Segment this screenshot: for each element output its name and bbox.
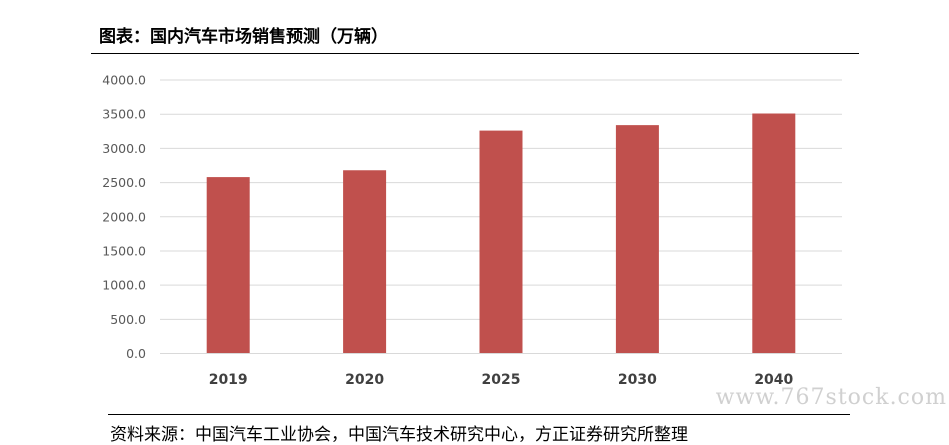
x-tick-label: 2019: [209, 372, 248, 388]
y-tick-label: 1500.0: [102, 243, 146, 258]
chart-title: 图表：国内汽车市场销售预测（万辆）: [99, 27, 388, 47]
y-tick-label: 500.0: [110, 312, 146, 327]
y-tick-label: 3000.0: [102, 141, 146, 156]
bar: [343, 170, 387, 354]
y-tick-label: 2000.0: [102, 209, 146, 224]
bar: [752, 113, 796, 354]
watermark: www.767stock.com: [715, 385, 947, 410]
x-tick-label: 2040: [754, 372, 793, 388]
y-tick-label: 4000.0: [102, 73, 146, 88]
source-divider: [108, 414, 850, 415]
bar: [615, 125, 659, 354]
y-tick-label: 2500.0: [102, 175, 146, 190]
x-tick-label: 2020: [345, 372, 384, 388]
y-tick-label: 0.0: [126, 346, 146, 361]
bar: [479, 130, 523, 354]
x-tick-label: 2030: [618, 372, 657, 388]
source-note: 资料来源：中国汽车工业协会，中国汽车技术研究中心，方正证券研究所整理: [110, 425, 688, 445]
y-tick-label: 3500.0: [102, 107, 146, 122]
x-tick-label: 2025: [482, 372, 521, 388]
bar: [206, 177, 250, 354]
y-tick-label: 1000.0: [102, 278, 146, 293]
title-divider: [91, 53, 859, 54]
